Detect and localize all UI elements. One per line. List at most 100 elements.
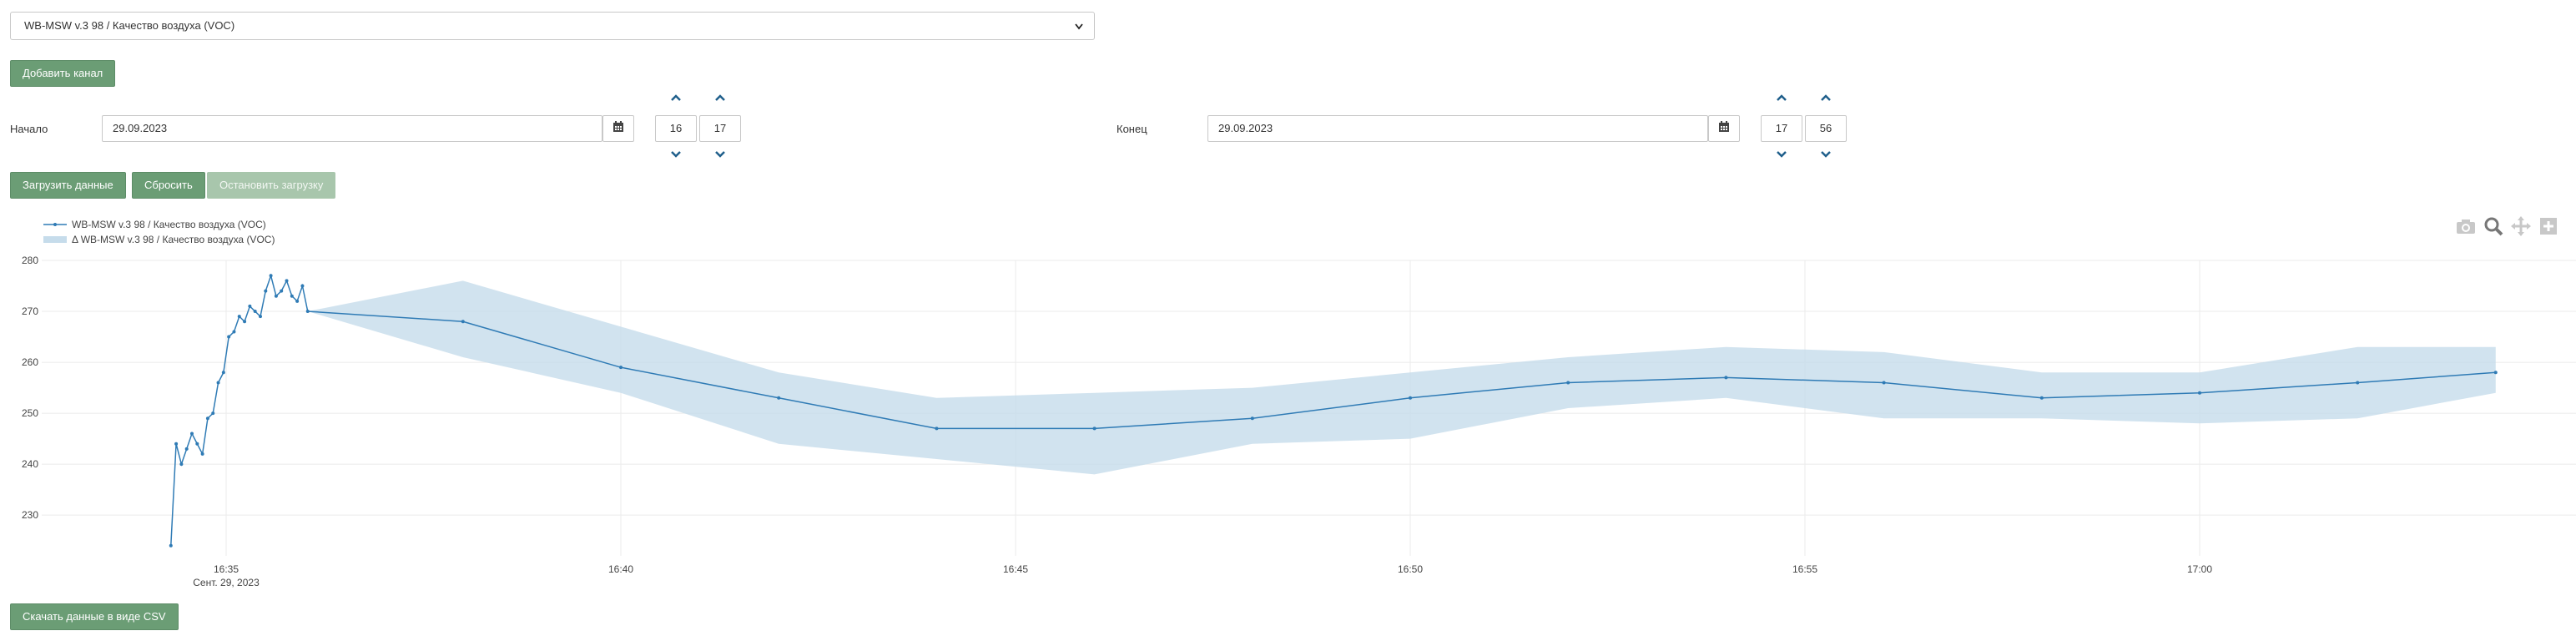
- download-csv-button[interactable]: Скачать данные в виде CSV: [10, 603, 179, 630]
- data-point: [2039, 396, 2044, 400]
- chart-legend: WB-MSW v.3 98 / Качество воздуха (VOC) Δ…: [43, 217, 275, 247]
- start-hour-input[interactable]: 16: [655, 115, 697, 142]
- data-point: [184, 447, 189, 451]
- start-hour-down-button[interactable]: [668, 149, 684, 160]
- legend-label: WB-MSW v.3 98 / Качество воздуха (VOC): [72, 219, 266, 230]
- x-tick-label: 16:40: [608, 563, 633, 575]
- data-point: [2493, 371, 2498, 375]
- data-point: [1409, 396, 1412, 400]
- data-point: [253, 310, 257, 314]
- end-minute-input[interactable]: 56: [1805, 115, 1847, 142]
- legend-band-swatch: [43, 236, 67, 243]
- data-point: [227, 335, 231, 339]
- data-point: [174, 442, 179, 446]
- data-point: [290, 294, 294, 298]
- start-minute-input[interactable]: 17: [699, 115, 741, 142]
- y-tick-label: 260: [22, 356, 38, 368]
- y-tick-label: 270: [22, 305, 38, 317]
- data-point: [264, 289, 268, 293]
- x-tick-label: 16:45: [1003, 563, 1028, 575]
- data-point: [248, 304, 252, 308]
- data-point: [2356, 381, 2360, 385]
- data-point: [190, 432, 194, 436]
- data-point: [295, 299, 300, 303]
- end-minute-down-button[interactable]: [1817, 149, 1834, 160]
- legend-line-swatch: [43, 223, 67, 226]
- data-point: [200, 452, 204, 456]
- end-hour-input[interactable]: 17: [1761, 115, 1802, 142]
- start-hour-up-button[interactable]: [668, 92, 684, 103]
- y-tick-label: 280: [22, 255, 38, 266]
- chevron-up-icon: [671, 94, 681, 101]
- data-point: [1092, 426, 1096, 431]
- data-point: [2198, 391, 2201, 395]
- x-tick-label: 16:50: [1398, 563, 1423, 575]
- y-tick-label: 230: [22, 509, 38, 521]
- legend-item-line[interactable]: WB-MSW v.3 98 / Качество воздуха (VOC): [43, 217, 275, 232]
- chevron-down-icon: [671, 151, 681, 158]
- data-point: [305, 310, 310, 314]
- reset-button[interactable]: Сбросить: [132, 172, 205, 199]
- y-tick-label: 250: [22, 407, 38, 419]
- data-point: [935, 426, 939, 431]
- start-minute-up-button[interactable]: [712, 92, 728, 103]
- data-point: [221, 371, 225, 375]
- calendar-icon: [612, 120, 624, 137]
- chevron-up-icon: [1777, 94, 1787, 101]
- channel-select[interactable]: WB-MSW v.3 98 / Качество воздуха (VOC): [10, 12, 1095, 40]
- x-tick-label: 16:55: [1792, 563, 1817, 575]
- chevron-down-icon: [1821, 151, 1831, 158]
- legend-label: Δ WB-MSW v.3 98 / Качество воздуха (VOC): [72, 234, 275, 245]
- end-hour-up-button[interactable]: [1773, 92, 1790, 103]
- data-point: [1566, 381, 1570, 385]
- data-point: [274, 294, 278, 298]
- start-label: Начало: [10, 123, 48, 135]
- data-point: [619, 366, 623, 370]
- data-point: [269, 274, 273, 278]
- y-tick-label: 240: [22, 458, 38, 470]
- end-minute-up-button[interactable]: [1817, 92, 1834, 103]
- data-point: [1250, 416, 1254, 421]
- data-point: [1882, 381, 1886, 385]
- calendar-icon: [1718, 120, 1730, 137]
- stop-loading-button[interactable]: Остановить загрузку: [207, 172, 336, 199]
- delta-band: [307, 280, 2496, 475]
- data-point: [211, 411, 215, 416]
- load-data-button[interactable]: Загрузить данные: [10, 172, 126, 199]
- data-point: [461, 320, 465, 324]
- data-point: [169, 543, 173, 548]
- end-date-input[interactable]: 29.09.2023: [1207, 115, 1708, 142]
- data-point: [1724, 376, 1728, 380]
- end-hour-down-button[interactable]: [1773, 149, 1790, 160]
- legend-item-band[interactable]: Δ WB-MSW v.3 98 / Качество воздуха (VOC): [43, 232, 275, 247]
- chevron-down-icon: [1777, 151, 1787, 158]
- camera-icon[interactable]: [2453, 214, 2478, 239]
- data-point: [237, 315, 241, 319]
- data-point: [777, 396, 781, 400]
- data-point: [280, 289, 284, 293]
- pan-icon[interactable]: [2508, 214, 2533, 239]
- chevron-down-icon: [1074, 13, 1084, 50]
- add-channel-button[interactable]: Добавить канал: [10, 60, 116, 87]
- end-label: Конец: [1117, 123, 1147, 135]
- start-calendar-button[interactable]: [602, 115, 634, 142]
- zoom-in-icon[interactable]: [2536, 214, 2561, 239]
- voc-chart[interactable]: 230 240 250 260 270 280 16:35 16:40 16:45 16:50 16…: [0, 250, 2576, 593]
- data-point: [205, 416, 209, 421]
- data-point: [243, 320, 247, 324]
- end-calendar-button[interactable]: [1708, 115, 1740, 142]
- x-tick-label: 17:00: [2187, 563, 2212, 575]
- chart-modebar: [2453, 214, 2561, 239]
- data-point: [179, 462, 184, 467]
- x-tick-label: 16:35: [214, 563, 239, 575]
- data-point: [300, 284, 305, 288]
- data-point: [232, 330, 236, 334]
- data-point: [258, 315, 262, 319]
- start-date-input[interactable]: 29.09.2023: [102, 115, 602, 142]
- data-point: [195, 442, 199, 446]
- x-date-label: Сент. 29, 2023: [193, 577, 260, 588]
- chevron-up-icon: [715, 94, 725, 101]
- start-minute-down-button[interactable]: [712, 149, 728, 160]
- zoom-icon[interactable]: [2481, 214, 2506, 239]
- chevron-down-icon: [715, 151, 725, 158]
